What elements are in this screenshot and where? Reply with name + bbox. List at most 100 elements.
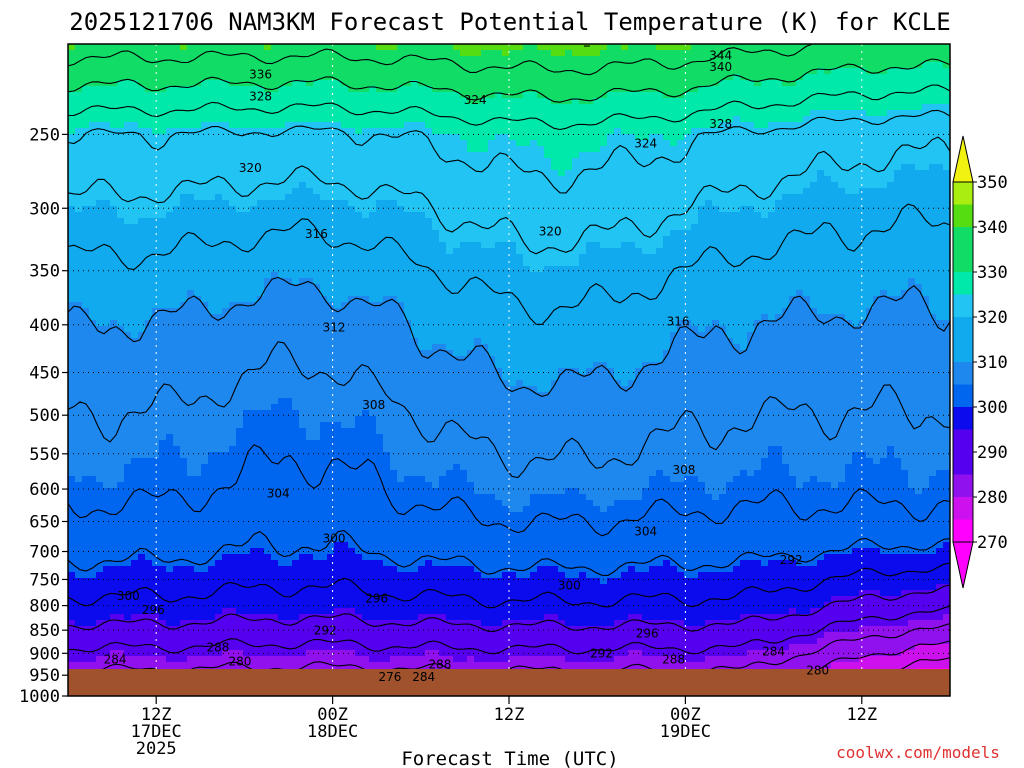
field-cell xyxy=(642,92,650,99)
field-cell xyxy=(761,134,769,141)
field-cell xyxy=(320,266,328,273)
field-cell xyxy=(922,62,930,69)
field-cell xyxy=(208,224,216,231)
field-cell xyxy=(103,56,111,63)
field-cell xyxy=(628,224,636,231)
field-cell xyxy=(537,182,545,189)
field-cell xyxy=(495,104,503,111)
field-cell xyxy=(285,242,293,249)
field-cell xyxy=(698,182,706,189)
field-cell xyxy=(369,134,377,141)
field-cell xyxy=(460,188,468,195)
field-cell xyxy=(103,140,111,147)
field-cell xyxy=(915,116,923,123)
field-cell xyxy=(285,110,293,117)
field-cell xyxy=(82,218,90,225)
field-cell xyxy=(642,152,650,159)
field-cell xyxy=(159,272,167,279)
field-cell xyxy=(369,62,377,69)
field-cell xyxy=(320,254,328,261)
field-cell xyxy=(663,80,671,87)
field-cell xyxy=(887,254,895,261)
field-cell xyxy=(544,98,552,105)
field-cell xyxy=(754,62,762,69)
field-cell xyxy=(390,278,398,285)
field-cell xyxy=(894,86,902,93)
field-cell xyxy=(145,206,153,213)
field-cell xyxy=(215,242,223,249)
field-cell xyxy=(68,158,76,165)
field-cell xyxy=(355,68,363,75)
field-cell xyxy=(418,200,426,207)
field-cell xyxy=(908,68,916,75)
field-cell xyxy=(383,134,391,141)
field-cell xyxy=(873,104,881,111)
field-cell xyxy=(467,122,475,129)
field-cell xyxy=(670,182,678,189)
field-cell xyxy=(243,98,251,105)
field-cell xyxy=(180,56,188,63)
field-cell xyxy=(131,212,139,219)
field-cell xyxy=(320,200,328,207)
field-cell xyxy=(215,134,223,141)
field-cell xyxy=(656,182,664,189)
field-cell xyxy=(516,176,524,183)
field-cell xyxy=(257,182,265,189)
field-cell xyxy=(439,230,447,237)
field-cell xyxy=(243,188,251,195)
field-cell xyxy=(474,158,482,165)
field-cell xyxy=(740,212,748,219)
field-cell xyxy=(684,212,692,219)
field-cell xyxy=(817,68,825,75)
field-cell xyxy=(824,212,832,219)
field-cell xyxy=(96,278,104,285)
field-cell xyxy=(915,140,923,147)
field-cell xyxy=(593,122,601,129)
field-cell xyxy=(103,194,111,201)
field-cell xyxy=(110,44,118,51)
field-cell xyxy=(180,200,188,207)
field-cell xyxy=(418,236,426,243)
field-cell xyxy=(684,152,692,159)
field-cell xyxy=(320,134,328,141)
field-cell xyxy=(929,236,937,243)
field-cell xyxy=(82,242,90,249)
field-cell xyxy=(180,122,188,129)
field-cell xyxy=(222,128,230,135)
field-cell xyxy=(761,116,769,123)
field-cell xyxy=(278,50,286,57)
field-cell xyxy=(509,218,517,225)
field-cell xyxy=(663,254,671,261)
field-cell xyxy=(194,182,202,189)
field-cell xyxy=(922,188,930,195)
field-cell xyxy=(117,80,125,87)
field-cell xyxy=(432,74,440,81)
field-cell xyxy=(586,110,594,117)
field-cell xyxy=(152,164,160,171)
field-cell xyxy=(460,50,468,57)
field-cell xyxy=(397,50,405,57)
field-cell xyxy=(824,152,832,159)
field-cell xyxy=(509,170,517,177)
field-cell xyxy=(656,164,664,171)
field-cell xyxy=(887,230,895,237)
field-cell xyxy=(257,86,265,93)
field-cell xyxy=(453,254,461,261)
field-cell xyxy=(481,116,489,123)
field-cell xyxy=(859,128,867,135)
field-cell xyxy=(404,248,412,255)
field-cell xyxy=(320,242,328,249)
field-cell xyxy=(579,134,587,141)
field-cell xyxy=(306,68,314,75)
field-cell xyxy=(495,176,503,183)
field-cell xyxy=(271,176,279,183)
field-cell xyxy=(600,110,608,117)
field-cell xyxy=(516,236,524,243)
field-cell xyxy=(96,62,104,69)
field-cell xyxy=(936,140,944,147)
field-cell xyxy=(292,62,300,69)
field-cell xyxy=(894,182,902,189)
field-cell xyxy=(635,68,643,75)
field-cell xyxy=(712,104,720,111)
field-cell xyxy=(411,122,419,129)
